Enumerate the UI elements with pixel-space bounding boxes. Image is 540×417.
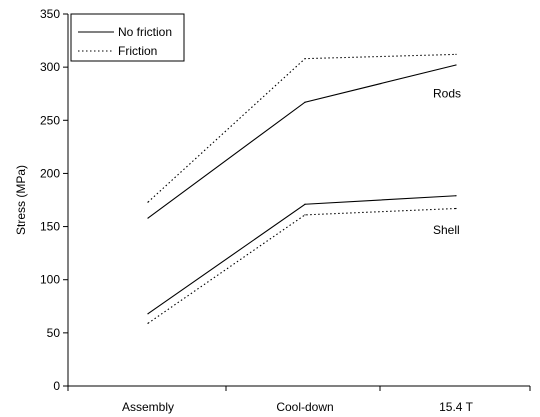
legend-label-friction: Friction (118, 44, 157, 58)
annotation-rods: Rods (433, 87, 461, 101)
plot-area: 0 50 100 150 200 250 300 350 Assembly Cool-down 1… (40, 7, 531, 414)
legend-box (70, 13, 185, 62)
data-point-shell-solid-0 (147, 313, 149, 315)
data-point-shell-dotted-0 (147, 322, 149, 324)
data-point-rods-dotted-0 (147, 201, 149, 203)
series-line-rods-solid (147, 64, 457, 219)
legend-label-no-friction: No friction (118, 25, 172, 39)
x-tick-label-cool-down: Cool-down (276, 400, 333, 414)
data-point-rods-dotted-1 (304, 58, 306, 60)
series-group (147, 53, 457, 324)
data-point-shell-dotted-2 (455, 207, 457, 210)
y-tick-label-50: 50 (47, 326, 61, 340)
data-point-shell-solid-2 (455, 195, 457, 197)
data-point-rods-solid-0 (147, 217, 149, 219)
x-ticks: Assembly Cool-down 15.4 T (67, 386, 531, 414)
y-tick-label-300: 300 (40, 60, 60, 74)
data-point-shell-dotted-1 (304, 214, 306, 216)
y-ticks: 0 50 100 150 200 250 300 350 (40, 7, 68, 393)
x-tick-label-15-4-t: 15.4 T (439, 400, 473, 414)
data-point-rods-dotted-2 (455, 53, 457, 55)
legend: No friction Friction (70, 13, 185, 62)
annotation-group: Rods Shell (433, 87, 461, 237)
y-tick-label-250: 250 (40, 113, 60, 127)
x-tick-label-assembly: Assembly (122, 400, 174, 414)
data-point-shell-solid-1 (304, 203, 306, 205)
series-line-shell-dotted (147, 207, 457, 324)
y-tick-label-100: 100 (40, 273, 60, 287)
data-point-rods-solid-1 (304, 101, 306, 103)
y-axis-title: Stress (MPa) (14, 165, 28, 235)
series-line-shell-solid (147, 195, 457, 315)
y-tick-label-200: 200 (40, 166, 60, 180)
y-tick-label-350: 350 (40, 7, 60, 21)
y-tick-label-0: 0 (53, 379, 60, 393)
data-point-rods-solid-2 (455, 64, 457, 66)
y-tick-label-150: 150 (40, 220, 60, 234)
annotation-shell: Shell (433, 223, 460, 237)
